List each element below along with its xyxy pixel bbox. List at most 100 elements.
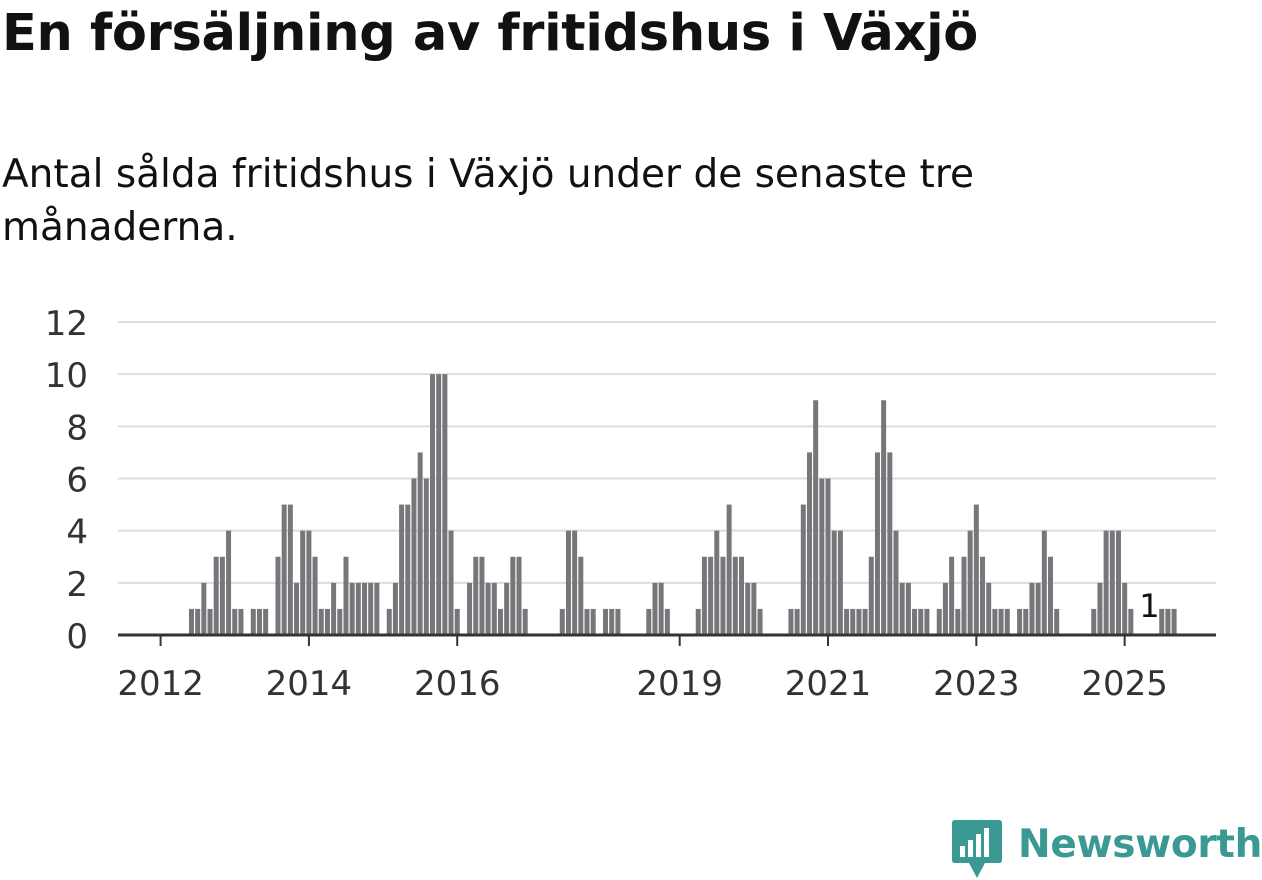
bar xyxy=(1048,556,1053,635)
bar xyxy=(986,582,992,635)
bar xyxy=(912,608,918,635)
bar xyxy=(1128,608,1134,635)
bar xyxy=(232,608,238,635)
bar xyxy=(1029,582,1035,635)
y-tick-label: 8 xyxy=(66,408,88,448)
bar xyxy=(862,608,868,635)
chart-subtitle: Antal sålda fritidshus i Växjö under de … xyxy=(2,152,974,250)
bar xyxy=(195,608,201,635)
bar xyxy=(844,608,850,635)
bar xyxy=(1035,582,1041,635)
bar xyxy=(609,608,615,635)
page-title: En försäljning av fritidshus i Växjö xyxy=(2,4,979,63)
bar xyxy=(324,608,330,635)
x-tick-label: 2019 xyxy=(636,664,723,704)
bar xyxy=(331,582,337,635)
bar xyxy=(318,608,324,635)
bar xyxy=(788,608,794,635)
bars xyxy=(188,374,1177,635)
y-tick-label: 0 xyxy=(66,617,88,657)
bar xyxy=(417,452,423,635)
bar xyxy=(473,556,479,635)
bar xyxy=(757,608,763,635)
bar xyxy=(967,530,973,635)
bar xyxy=(226,530,232,635)
bar xyxy=(411,478,417,635)
y-tick-label: 6 xyxy=(66,461,88,501)
y-axis: 0 2 4 6 8 10 12 xyxy=(45,304,88,657)
bar xyxy=(1115,530,1121,635)
bar xyxy=(850,608,856,635)
x-tick-label: 2025 xyxy=(1081,664,1168,704)
x-tick-label: 2012 xyxy=(117,664,204,704)
x-tick-label: 2014 xyxy=(266,664,353,704)
bar xyxy=(714,530,720,635)
bar xyxy=(831,530,837,635)
bar xyxy=(219,556,225,635)
bar xyxy=(337,608,343,635)
bar xyxy=(281,504,287,635)
bar xyxy=(813,400,819,635)
bar xyxy=(256,608,262,635)
bar xyxy=(368,582,374,635)
bar xyxy=(578,556,584,635)
bar xyxy=(942,582,948,635)
bar xyxy=(726,504,732,635)
bar xyxy=(874,452,880,635)
bar xyxy=(504,582,510,635)
bar xyxy=(806,452,812,635)
bar xyxy=(961,556,967,635)
bar xyxy=(448,530,454,635)
bar xyxy=(739,556,744,635)
bar xyxy=(238,608,244,635)
bar xyxy=(275,556,281,635)
bar xyxy=(349,582,355,635)
bar xyxy=(887,452,893,635)
bar xyxy=(590,608,596,635)
bar xyxy=(701,556,707,635)
bar xyxy=(405,504,411,635)
x-tick-label: 2016 xyxy=(414,664,501,704)
bar xyxy=(263,608,269,635)
bar xyxy=(980,556,986,635)
data-label: 1 xyxy=(1139,587,1159,625)
bar xyxy=(652,582,658,635)
bar xyxy=(1091,608,1097,635)
bar xyxy=(213,556,219,635)
bar xyxy=(423,478,429,635)
bar xyxy=(973,504,979,635)
bar xyxy=(918,608,924,635)
bar xyxy=(745,582,751,635)
bar xyxy=(1023,608,1029,635)
bar xyxy=(1017,608,1023,635)
bar xyxy=(491,582,497,635)
bar xyxy=(1054,608,1060,635)
bar xyxy=(825,478,831,635)
bar xyxy=(287,504,293,635)
bar xyxy=(868,556,874,635)
bar xyxy=(522,608,528,635)
bar xyxy=(399,504,405,635)
bar xyxy=(881,400,887,635)
bar xyxy=(658,582,664,635)
bar xyxy=(485,582,491,635)
bar xyxy=(998,608,1004,635)
bar xyxy=(565,530,571,635)
bar xyxy=(392,582,398,635)
bar xyxy=(312,556,318,635)
bar xyxy=(1041,530,1047,635)
bar xyxy=(188,608,194,635)
bar xyxy=(899,582,905,635)
bar xyxy=(559,608,565,635)
bar xyxy=(924,608,930,635)
bar xyxy=(664,608,670,635)
bar xyxy=(955,608,961,635)
bar xyxy=(905,582,911,635)
bar xyxy=(355,582,361,635)
bar xyxy=(1103,530,1109,635)
bar xyxy=(949,556,955,635)
bar xyxy=(751,582,757,635)
y-tick-label: 2 xyxy=(66,565,88,605)
x-tick-label: 2021 xyxy=(785,664,872,704)
bar xyxy=(479,556,485,635)
